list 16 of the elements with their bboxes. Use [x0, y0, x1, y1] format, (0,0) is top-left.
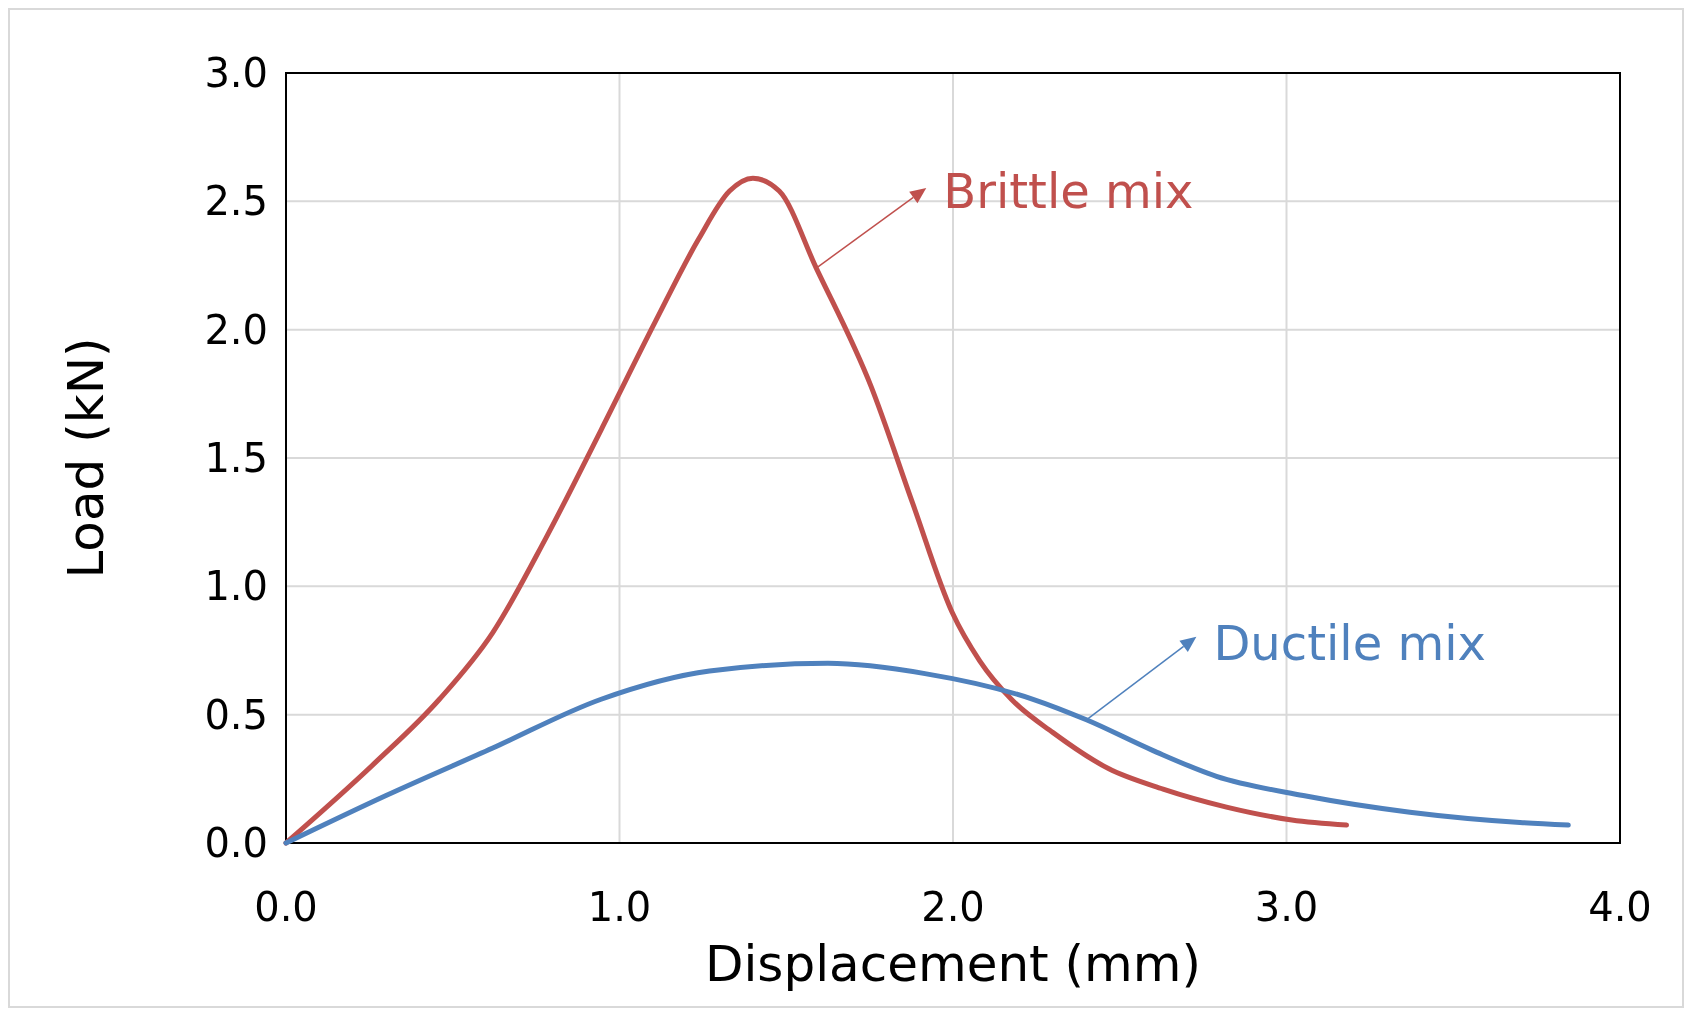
x-axis-title: Displacement (mm) [704, 935, 1202, 993]
x-tick-label: 4.0 [1588, 884, 1652, 930]
y-tick-label: 1.5 [204, 435, 268, 481]
y-tick-label: 2.5 [204, 178, 268, 225]
x-tick-label: 0.0 [254, 884, 318, 930]
x-tick-label: 1.0 [587, 884, 652, 930]
y-tick-label: 1.0 [204, 563, 268, 610]
legend-label: Brittle mix [943, 163, 1194, 220]
y-tick-label: 0.5 [204, 691, 268, 738]
x-tick-label: 2.0 [921, 884, 985, 930]
y-tick-label: 3.0 [204, 50, 268, 96]
legend-label: Ductile mix [1213, 614, 1486, 671]
y-tick-label: 2.0 [204, 306, 268, 353]
x-tick-label: 3.0 [1254, 884, 1319, 930]
y-tick-label: 0.0 [204, 820, 268, 866]
y-axis-title: Load (kN) [57, 337, 115, 579]
